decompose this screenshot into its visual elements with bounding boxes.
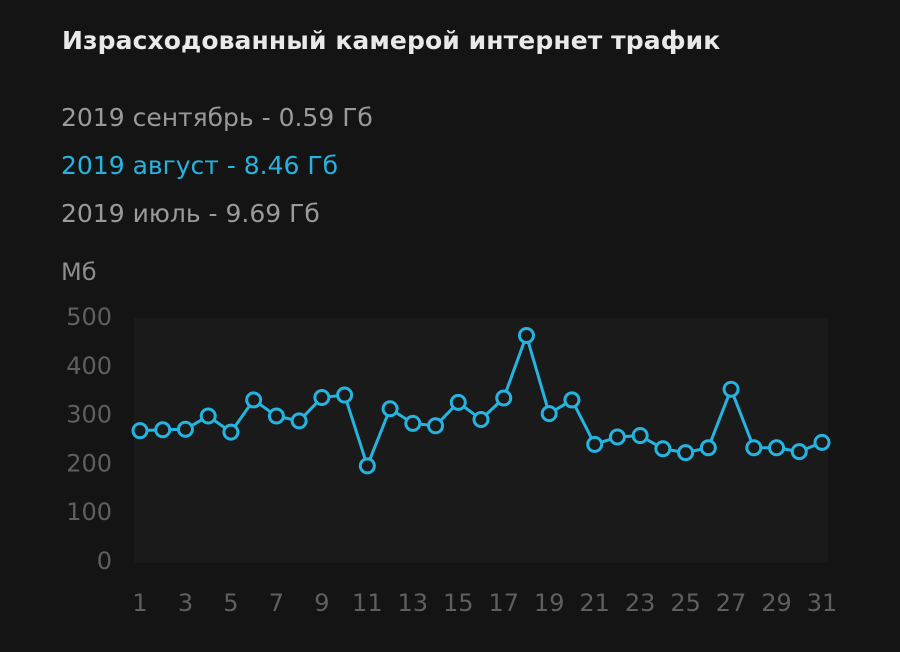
data-point[interactable]	[313, 388, 331, 406]
data-point[interactable]	[768, 439, 786, 457]
x-tick-label: 7	[269, 589, 284, 617]
x-tick-label: 15	[443, 589, 474, 617]
x-tick-label: 1	[132, 589, 147, 617]
x-tick-label: 19	[534, 589, 565, 617]
data-point[interactable]	[608, 428, 626, 446]
x-tick-label: 5	[223, 589, 238, 617]
data-point[interactable]	[131, 422, 149, 440]
data-point[interactable]	[381, 400, 399, 418]
x-tick-label: 17	[488, 589, 519, 617]
data-point[interactable]	[722, 380, 740, 398]
month-item-july[interactable]: 2019 июль - 9.69 Гб	[61, 199, 320, 228]
data-point[interactable]	[404, 414, 422, 432]
data-point[interactable]	[358, 457, 376, 475]
x-tick-label: 29	[761, 589, 792, 617]
y-tick-label: 0	[97, 547, 112, 575]
data-point[interactable]	[222, 423, 240, 441]
data-point[interactable]	[336, 386, 354, 404]
data-point[interactable]	[199, 407, 217, 425]
x-tick-label: 25	[670, 589, 701, 617]
data-point[interactable]	[540, 405, 558, 423]
month-item-august[interactable]: 2019 август - 8.46 Гб	[61, 151, 339, 180]
x-tick-label: 3	[178, 589, 193, 617]
x-tick-label: 11	[352, 589, 383, 617]
data-point[interactable]	[631, 427, 649, 445]
data-point[interactable]	[154, 421, 172, 439]
data-point[interactable]	[563, 391, 581, 409]
y-tick-label: 200	[66, 449, 112, 477]
data-point[interactable]	[654, 440, 672, 458]
data-point[interactable]	[745, 439, 763, 457]
data-point[interactable]	[267, 407, 285, 425]
y-tick-label: 100	[66, 498, 112, 526]
data-point[interactable]	[427, 417, 445, 435]
data-points	[131, 327, 831, 475]
plot-area	[134, 318, 828, 563]
data-point[interactable]	[699, 439, 717, 457]
data-point[interactable]	[677, 444, 695, 462]
x-axis-ticks: 1 3 5 7 9 11 13 15 17 19 21 23 25 27 29 31	[132, 589, 837, 617]
y-tick-label: 500	[66, 303, 112, 331]
x-tick-label: 23	[625, 589, 656, 617]
data-point[interactable]	[790, 443, 808, 461]
data-point[interactable]	[245, 391, 263, 409]
data-point[interactable]	[495, 389, 513, 407]
x-tick-label: 13	[398, 589, 429, 617]
data-point[interactable]	[517, 327, 535, 345]
month-item-september[interactable]: 2019 сентябрь - 0.59 Гб	[61, 103, 373, 132]
data-point[interactable]	[290, 412, 308, 430]
y-tick-label: 400	[66, 352, 112, 380]
data-point[interactable]	[586, 435, 604, 453]
data-point[interactable]	[472, 410, 490, 428]
x-tick-label: 27	[716, 589, 747, 617]
month-list: 2019 сентябрь - 0.59 Гб 2019 август - 8.…	[61, 94, 373, 238]
x-tick-label: 9	[314, 589, 329, 617]
y-axis-ticks: 0 100 200 300 400 500	[66, 303, 112, 575]
x-tick-label: 31	[807, 589, 838, 617]
data-point[interactable]	[813, 433, 831, 451]
x-tick-label: 21	[579, 589, 610, 617]
page-title: Израсходованный камерой интернет трафик	[62, 26, 721, 55]
data-point[interactable]	[176, 420, 194, 438]
data-point[interactable]	[449, 393, 467, 411]
y-axis-unit-label: Мб	[61, 258, 97, 286]
y-tick-label: 300	[66, 401, 112, 429]
